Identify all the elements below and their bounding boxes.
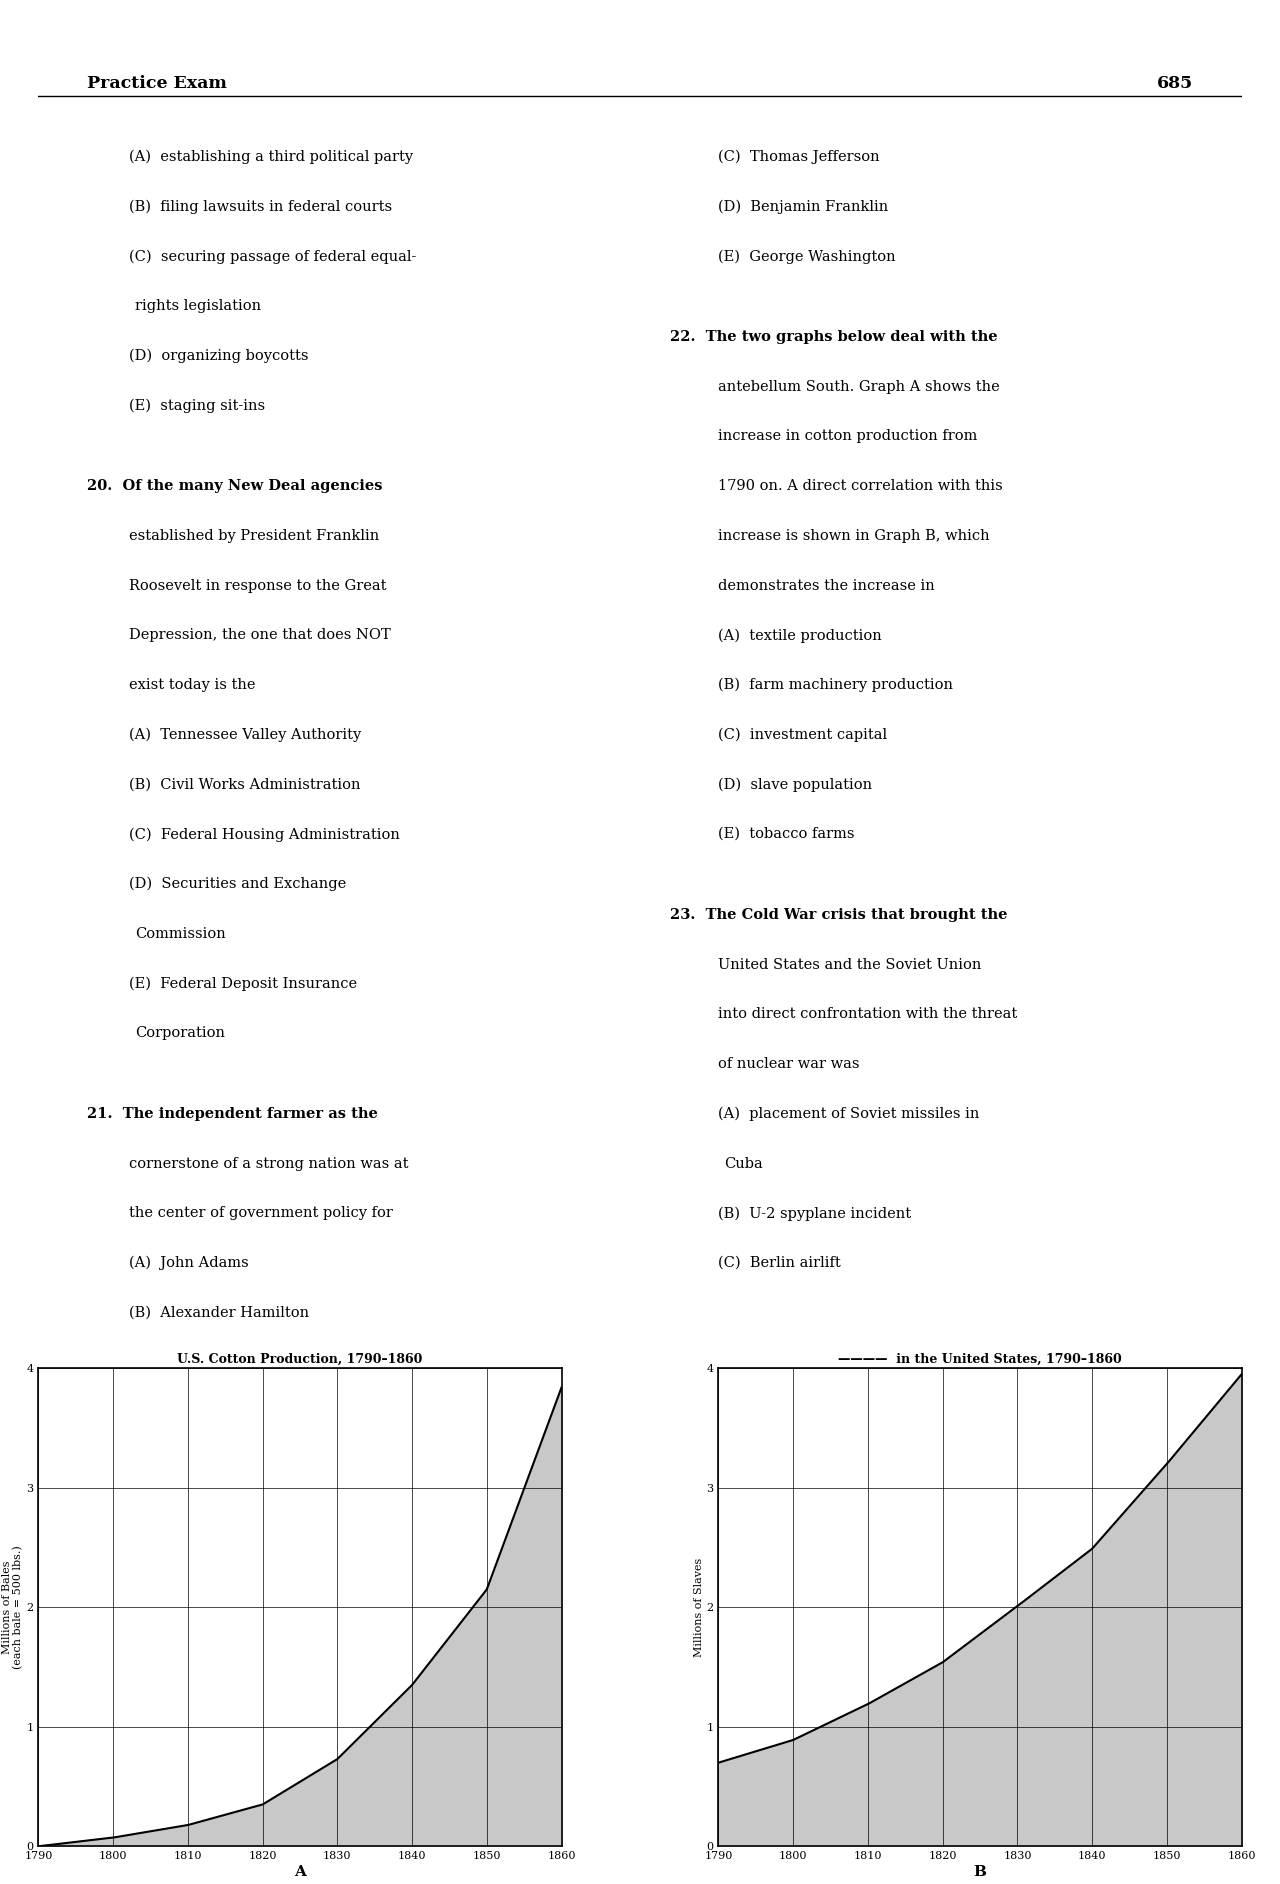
Text: increase in cotton production from: increase in cotton production from: [718, 430, 978, 443]
Text: demonstrates the increase in: demonstrates the increase in: [718, 578, 934, 593]
Text: (E)  George Washington: (E) George Washington: [718, 249, 896, 264]
Text: (E)  Federal Deposit Insurance: (E) Federal Deposit Insurance: [128, 976, 357, 991]
Text: Corporation: Corporation: [134, 1027, 225, 1040]
Text: established by President Franklin: established by President Franklin: [128, 529, 379, 543]
Text: 21.  The independent farmer as the: 21. The independent farmer as the: [87, 1106, 378, 1121]
Text: cornerstone of a strong nation was at: cornerstone of a strong nation was at: [128, 1157, 408, 1170]
Text: United States and the Soviet Union: United States and the Soviet Union: [718, 957, 982, 972]
Text: (A)  establishing a third political party: (A) establishing a third political party: [128, 149, 412, 164]
Text: increase is shown in Graph B, which: increase is shown in Graph B, which: [718, 529, 989, 543]
Title: U.S. Cotton Production, 1790–1860: U.S. Cotton Production, 1790–1860: [177, 1353, 422, 1366]
Text: Roosevelt in response to the Great: Roosevelt in response to the Great: [128, 578, 387, 593]
Text: 685: 685: [1157, 75, 1193, 92]
Text: (B)  Civil Works Administration: (B) Civil Works Administration: [128, 778, 360, 791]
Text: (E)  tobacco farms: (E) tobacco farms: [718, 827, 855, 840]
Text: (B)  U-2 spyplane incident: (B) U-2 spyplane incident: [718, 1206, 911, 1221]
Text: of nuclear war was: of nuclear war was: [718, 1057, 860, 1072]
Text: (D)  organizing boycotts: (D) organizing boycotts: [128, 349, 308, 364]
Text: (C)  Berlin airlift: (C) Berlin airlift: [718, 1257, 841, 1270]
Text: antebellum South. Graph A shows the: antebellum South. Graph A shows the: [718, 381, 1000, 394]
Text: (C)  Thomas Jefferson: (C) Thomas Jefferson: [718, 149, 879, 164]
Text: 23.  The Cold War crisis that brought the: 23. The Cold War crisis that brought the: [671, 908, 1007, 921]
Text: (A)  Tennessee Valley Authority: (A) Tennessee Valley Authority: [128, 727, 361, 742]
Text: (A)  John Adams: (A) John Adams: [128, 1257, 248, 1270]
Text: (C)  investment capital: (C) investment capital: [718, 727, 887, 742]
Text: (B)  Alexander Hamilton: (B) Alexander Hamilton: [128, 1306, 308, 1319]
Text: 1790 on. A direct correlation with this: 1790 on. A direct correlation with this: [718, 479, 1004, 494]
Text: (D)  Benjamin Franklin: (D) Benjamin Franklin: [718, 200, 888, 215]
Text: (B)  farm machinery production: (B) farm machinery production: [718, 678, 954, 691]
Text: (E)  staging sit-ins: (E) staging sit-ins: [128, 398, 265, 413]
Text: Depression, the one that does NOT: Depression, the one that does NOT: [128, 627, 390, 642]
Y-axis label: Millions of Bales
(each bale = 500 lbs.): Millions of Bales (each bale = 500 lbs.): [1, 1545, 23, 1669]
Text: into direct confrontation with the threat: into direct confrontation with the threa…: [718, 1008, 1018, 1021]
Text: (A)  placement of Soviet missiles in: (A) placement of Soviet missiles in: [718, 1106, 979, 1121]
X-axis label: A: A: [294, 1865, 306, 1880]
Text: (D)  slave population: (D) slave population: [718, 778, 873, 791]
Text: (A)  textile production: (A) textile production: [718, 627, 882, 642]
Text: (C)  securing passage of federal equal-: (C) securing passage of federal equal-: [128, 249, 416, 264]
Text: 22.  The two graphs below deal with the: 22. The two graphs below deal with the: [671, 330, 997, 345]
Text: the center of government policy for: the center of government policy for: [128, 1206, 393, 1221]
Text: (D)  Securities and Exchange: (D) Securities and Exchange: [128, 876, 346, 891]
Text: rights legislation: rights legislation: [134, 300, 261, 313]
Text: exist today is the: exist today is the: [128, 678, 255, 691]
Text: Cuba: Cuba: [724, 1157, 763, 1170]
Title: ————  in the United States, 1790–1860: ———— in the United States, 1790–1860: [838, 1353, 1121, 1366]
Text: (B)  filing lawsuits in federal courts: (B) filing lawsuits in federal courts: [128, 200, 392, 215]
Text: Practice Exam: Practice Exam: [87, 75, 227, 92]
Y-axis label: Millions of Slaves: Millions of Slaves: [694, 1558, 704, 1656]
Text: Commission: Commission: [134, 927, 225, 940]
X-axis label: B: B: [974, 1865, 987, 1880]
Text: (C)  Federal Housing Administration: (C) Federal Housing Administration: [128, 827, 399, 842]
Text: 20.  Of the many New Deal agencies: 20. Of the many New Deal agencies: [87, 479, 381, 494]
